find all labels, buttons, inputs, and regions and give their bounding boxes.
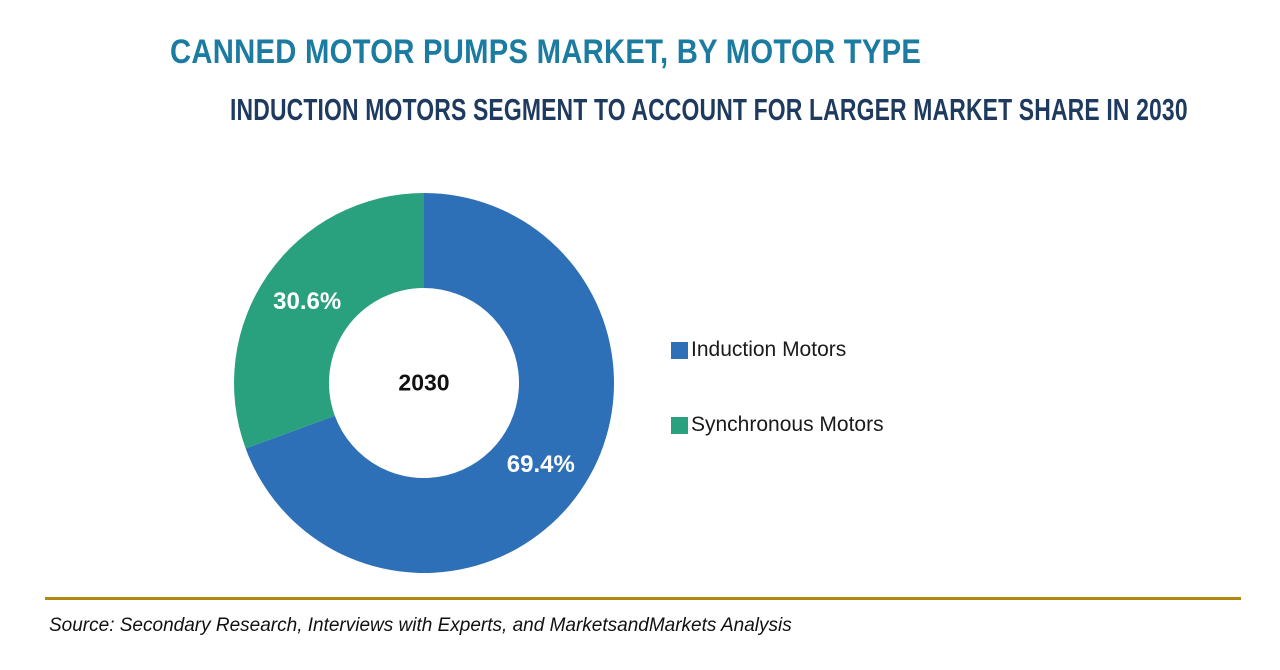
donut-svg: 69.4% 30.6% bbox=[234, 193, 614, 573]
legend-swatch-synchronous-motors bbox=[671, 416, 688, 434]
donut-center-year-label: 2030 bbox=[398, 369, 450, 396]
legend-swatch-induction-motors bbox=[671, 341, 688, 359]
legend: Induction Motors Synchronous Motors bbox=[671, 337, 884, 438]
donut-slice-synchronous-motors bbox=[234, 193, 424, 449]
legend-label-synchronous-motors: Synchronous Motors bbox=[691, 413, 884, 436]
legend-item-synchronous-motors: Synchronous Motors bbox=[671, 412, 884, 438]
slice-percentage-label: 30.6% bbox=[273, 288, 341, 315]
source-note: Source: Secondary Research, Interviews w… bbox=[49, 615, 792, 636]
page-title: CANNED MOTOR PUMPS MARKET, BY MOTOR TYPE bbox=[170, 33, 922, 71]
donut-slice-induction-motors bbox=[245, 193, 614, 573]
legend-label-induction-motors: Induction Motors bbox=[691, 338, 847, 361]
legend-item-induction-motors: Induction Motors bbox=[671, 337, 884, 363]
slice-percentage-label: 69.4% bbox=[507, 451, 575, 478]
chart-subtitle: INDUCTION MOTORS SEGMENT TO ACCOUNT FOR … bbox=[230, 92, 1188, 127]
donut-chart: 69.4% 30.6% 2030 bbox=[234, 193, 614, 573]
footer-divider-line bbox=[45, 597, 1241, 600]
